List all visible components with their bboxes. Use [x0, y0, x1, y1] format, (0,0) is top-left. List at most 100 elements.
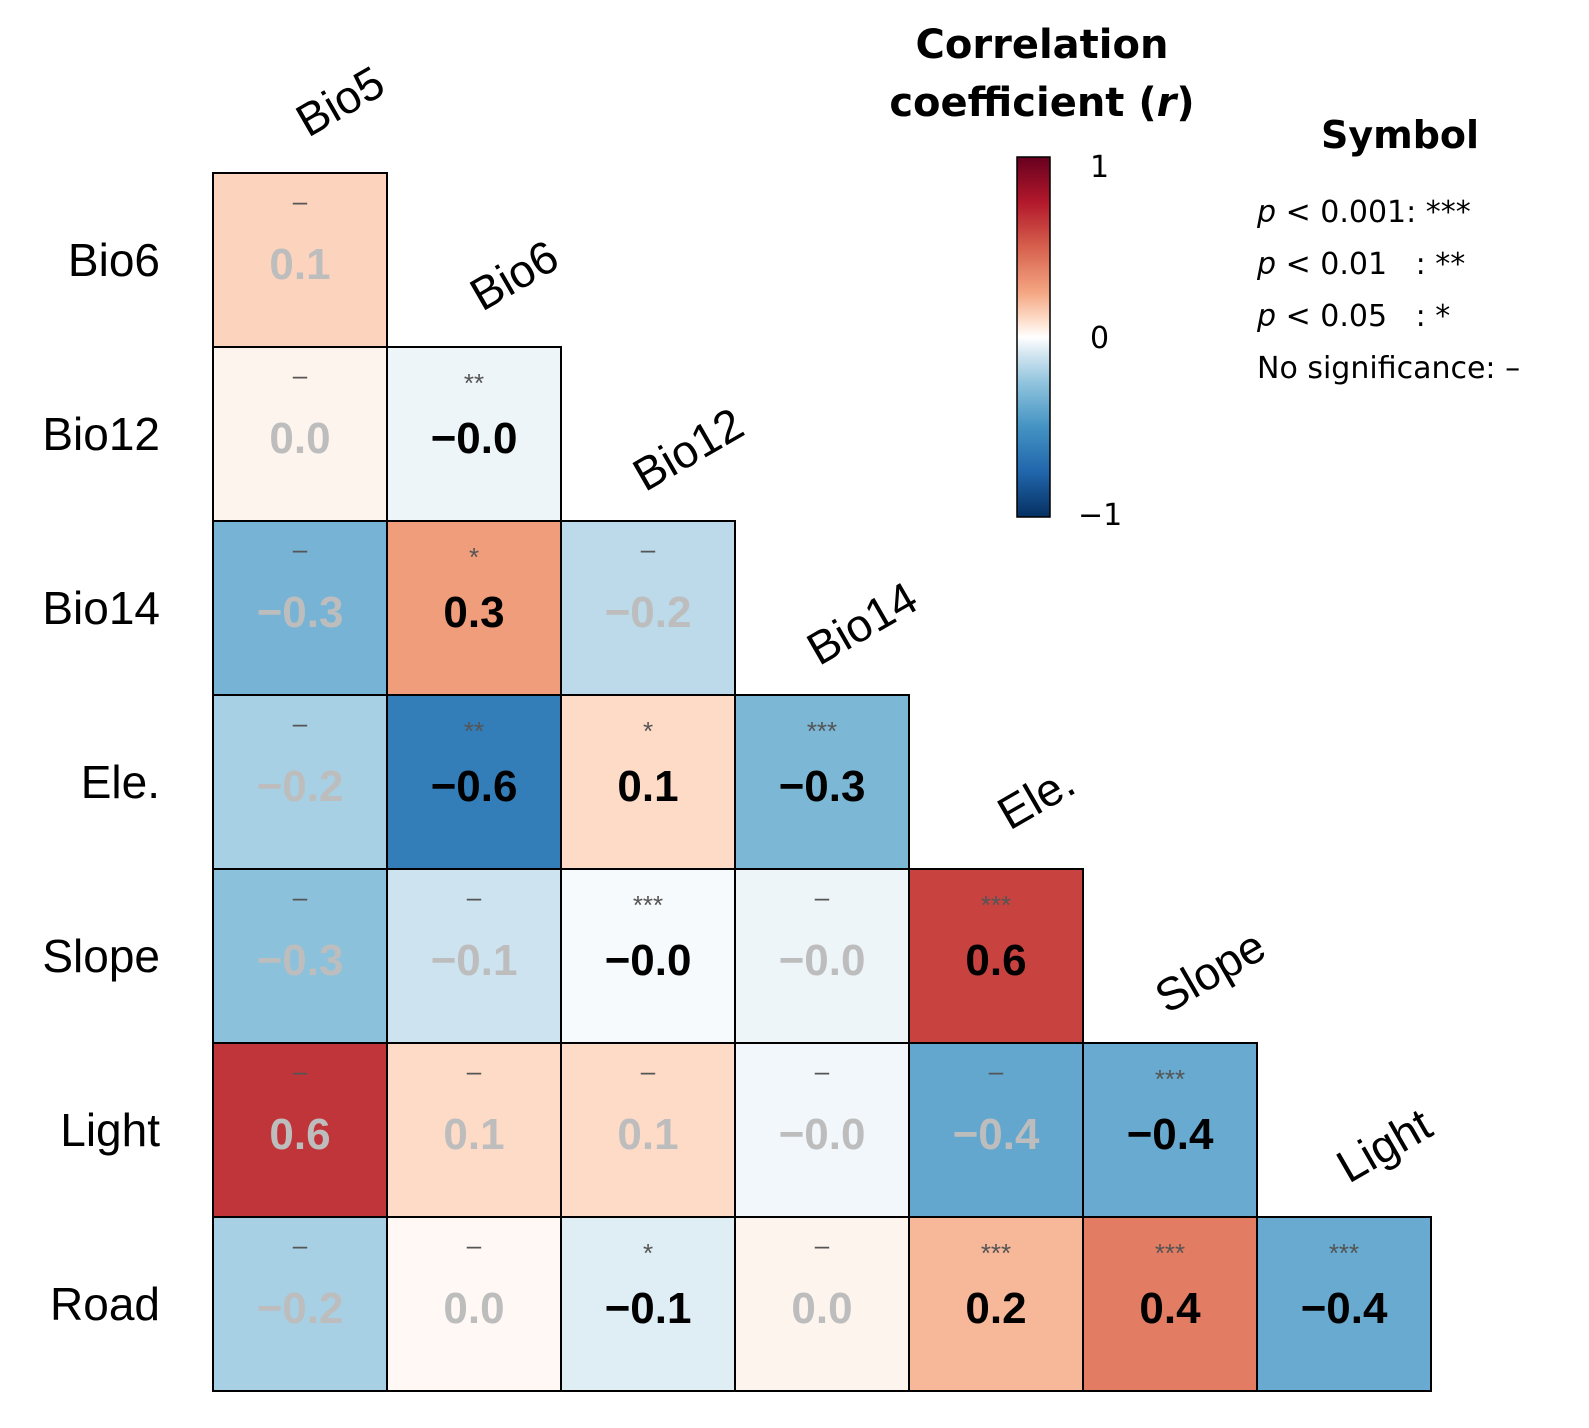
significance-symbol: – — [815, 882, 830, 912]
significance-symbol: – — [641, 1056, 656, 1086]
row-label-ele: Ele. — [81, 756, 160, 808]
row-label-bio14: Bio14 — [42, 582, 160, 634]
significance-symbol: – — [989, 1056, 1004, 1086]
symbol-legend-text: No significance: – — [1257, 351, 1520, 386]
significance-symbol: *** — [633, 890, 663, 920]
significance-symbol: – — [467, 882, 482, 912]
correlation-value: −0.4 — [953, 1110, 1040, 1159]
correlation-value: −0.4 — [1127, 1110, 1214, 1159]
cell-light-bio12: – 0.1 — [560, 1042, 736, 1218]
significance-symbol: – — [293, 1230, 308, 1260]
correlation-value: 0.1 — [617, 1110, 678, 1159]
cell-bio14-bio12: – −0.2 — [560, 520, 736, 696]
cell-light-slope: *** −0.4 — [1082, 1042, 1258, 1218]
row-label-slope: Slope — [42, 930, 160, 982]
correlation-value: 0.4 — [1139, 1284, 1201, 1333]
correlation-value: 0.6 — [269, 1110, 330, 1159]
significance-symbol: – — [293, 1056, 308, 1086]
symbol-legend-text: < 0.001: *** — [1276, 195, 1471, 230]
heatmap-cells: –0.1–0.0**−0.0–−0.3*0.3–−0.2–−0.2**−0.6*… — [212, 172, 1432, 1392]
cell-road-ele: *** 0.2 — [908, 1216, 1084, 1392]
cell-bio12-bio6: ** −0.0 — [386, 346, 562, 522]
column-label-bio6: Bio6 — [461, 230, 567, 321]
correlation-value: −0.4 — [1301, 1284, 1388, 1333]
colorbar-title-variable: r — [1157, 80, 1179, 126]
significance-symbol: – — [293, 708, 308, 738]
row-label-light: Light — [60, 1104, 160, 1156]
cell-ele-bio14: *** −0.3 — [734, 694, 910, 870]
symbol-legend-text: < 0.05 : * — [1276, 299, 1450, 334]
cell-road-bio12: * −0.1 — [560, 1216, 736, 1392]
colorbar-title-prefix: coefficient ( — [889, 80, 1156, 126]
cell-fill — [1082, 1042, 1258, 1218]
correlation-value: −0.6 — [431, 762, 518, 811]
significance-symbol: *** — [1155, 1238, 1185, 1268]
significance-symbol: *** — [1155, 1064, 1185, 1094]
significance-symbol: * — [469, 542, 479, 572]
correlation-value: 0.1 — [443, 1110, 504, 1159]
significance-symbol: *** — [981, 1238, 1011, 1268]
symbol-legend-entry: p < 0.01 : ** — [1256, 247, 1465, 282]
cell-fill — [212, 172, 388, 348]
cell-fill — [386, 520, 562, 696]
column-label-bio12: Bio12 — [624, 397, 752, 501]
cell-fill — [908, 868, 1084, 1044]
correlation-value: 0.1 — [269, 240, 330, 289]
symbol-legend: Symbol p < 0.001: ***p < 0.01 : **p < 0.… — [1256, 113, 1520, 386]
symbol-legend-entries: p < 0.001: ***p < 0.01 : **p < 0.05 : *N… — [1256, 195, 1520, 386]
cell-fill — [386, 1042, 562, 1218]
colorbar-title-line1: Correlation — [916, 22, 1169, 68]
correlation-value: 0.0 — [443, 1284, 504, 1333]
cell-fill — [212, 1042, 388, 1218]
column-label-light: Light — [1328, 1098, 1441, 1193]
cell-road-bio5: – −0.2 — [212, 1216, 388, 1392]
cell-fill — [386, 1216, 562, 1392]
cell-fill — [734, 694, 910, 870]
correlation-value: −0.1 — [605, 1284, 692, 1333]
correlation-value: −0.0 — [779, 1110, 866, 1159]
symbol-legend-entry: p < 0.001: *** — [1256, 195, 1471, 230]
cell-bio6-bio5: – 0.1 — [212, 172, 388, 348]
cell-ele-bio5: – −0.2 — [212, 694, 388, 870]
significance-symbol: – — [641, 534, 656, 564]
cell-slope-bio6: – −0.1 — [386, 868, 562, 1044]
cell-fill — [734, 868, 910, 1044]
cell-fill — [1256, 1216, 1432, 1392]
cell-ele-bio6: ** −0.6 — [386, 694, 562, 870]
cell-fill — [386, 868, 562, 1044]
cell-fill — [560, 1042, 736, 1218]
cell-fill — [560, 520, 736, 696]
cell-slope-bio14: – −0.0 — [734, 868, 910, 1044]
cell-light-bio14: – −0.0 — [734, 1042, 910, 1218]
cell-road-light: *** −0.4 — [1256, 1216, 1432, 1392]
colorbar-tick-label: 0 — [1090, 321, 1109, 356]
cell-road-slope: *** 0.4 — [1082, 1216, 1258, 1392]
cell-slope-bio5: – −0.3 — [212, 868, 388, 1044]
correlation-value: 0.6 — [965, 936, 1026, 985]
colorbar-title-suffix: ) — [1176, 80, 1194, 126]
p-symbol: p — [1256, 299, 1276, 334]
significance-symbol: *** — [1329, 1238, 1359, 1268]
correlation-value: −0.3 — [779, 762, 866, 811]
significance-symbol: ** — [464, 716, 484, 746]
colorbar-title-line2: coefficient (r) — [889, 80, 1194, 126]
cell-fill — [560, 868, 736, 1044]
row-label-bio12: Bio12 — [42, 408, 160, 460]
p-symbol: p — [1256, 247, 1276, 282]
cell-fill — [212, 520, 388, 696]
cell-bio12-bio5: – 0.0 — [212, 346, 388, 522]
significance-symbol: *** — [807, 716, 837, 746]
significance-symbol: – — [293, 882, 308, 912]
colorbar-tick-label: −1 — [1078, 498, 1122, 533]
column-label-slope: Slope — [1146, 919, 1274, 1023]
cell-road-bio6: – 0.0 — [386, 1216, 562, 1392]
cell-fill — [734, 1216, 910, 1392]
correlation-value: −0.3 — [257, 936, 344, 985]
significance-symbol: – — [467, 1230, 482, 1260]
correlation-value: 0.2 — [965, 1284, 1026, 1333]
correlation-value: −0.2 — [257, 1284, 344, 1333]
cell-road-bio14: – 0.0 — [734, 1216, 910, 1392]
cell-fill — [1082, 1216, 1258, 1392]
colorbar-tick-label: 1 — [1090, 150, 1109, 185]
